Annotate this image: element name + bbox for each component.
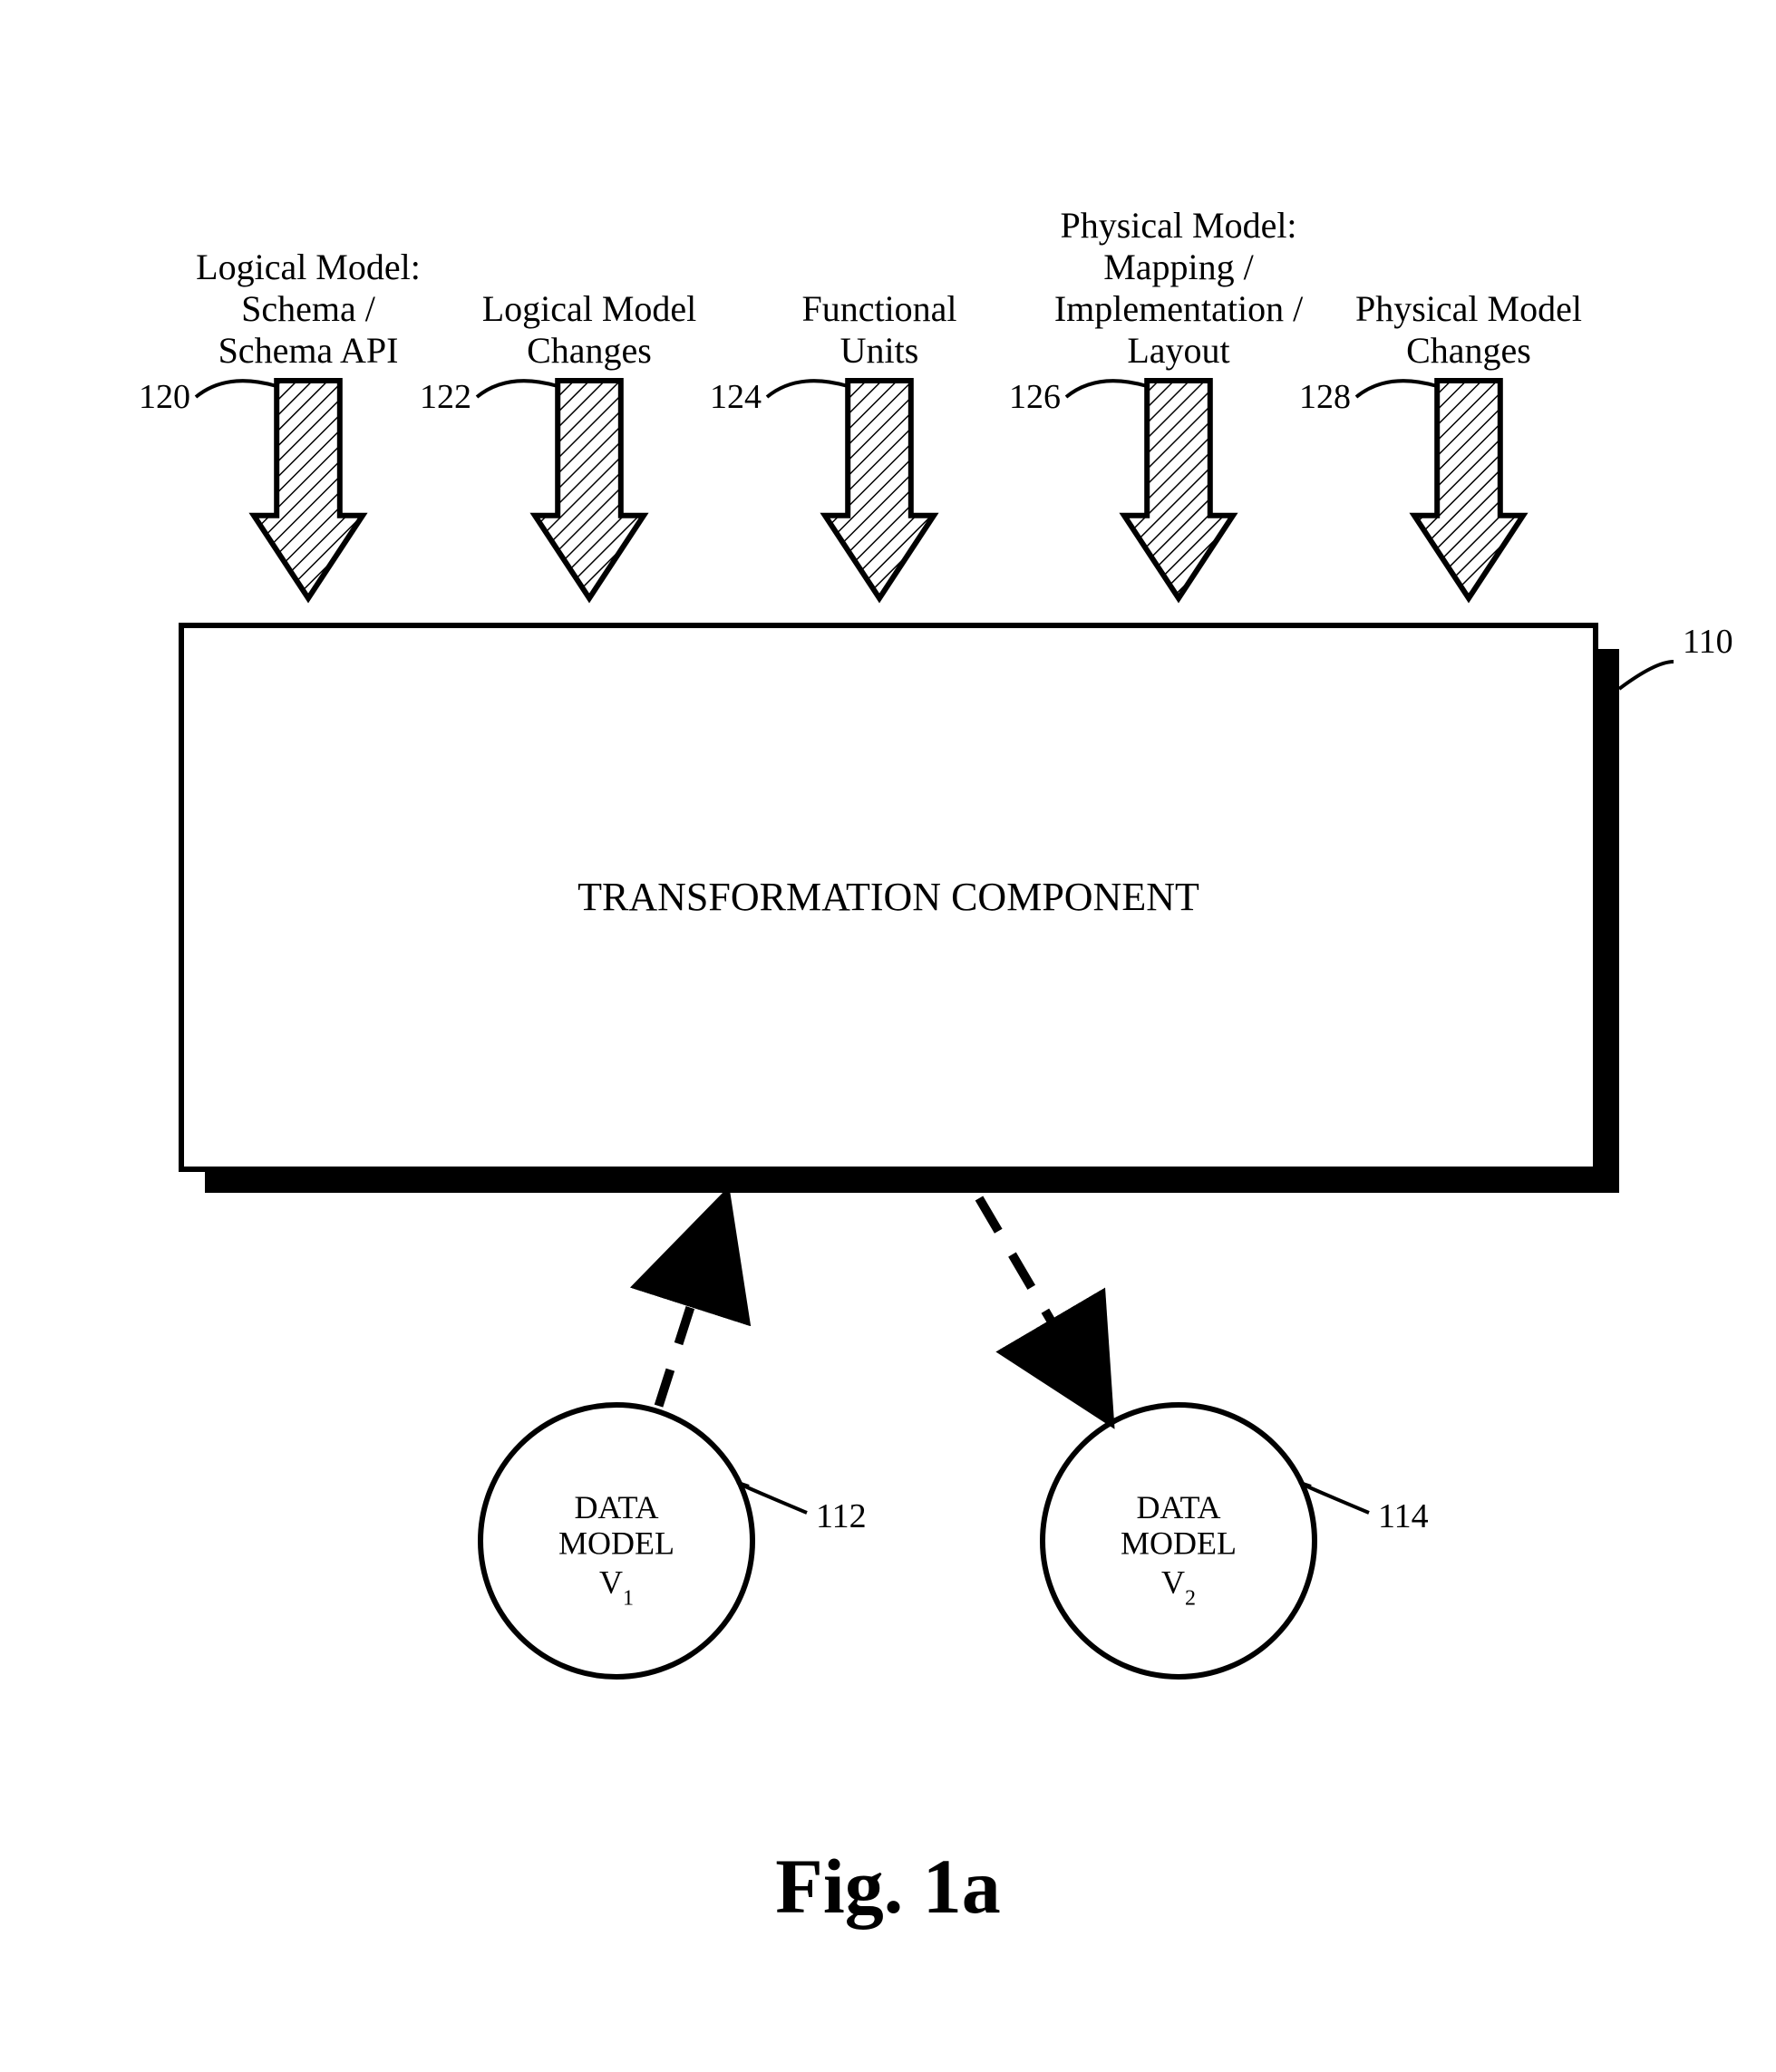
ref-120: 120	[139, 378, 190, 416]
data-model-v1-line2: MODEL	[558, 1525, 674, 1561]
input-arrow-124	[825, 381, 934, 598]
input-arrow-128	[1414, 381, 1523, 598]
input-arrow-122	[535, 381, 644, 598]
input-label-124-line0: Functional	[801, 288, 956, 329]
input-label-128-line1: Changes	[1406, 330, 1531, 371]
ref-122: 122	[420, 378, 471, 416]
input-label-126-line1: Mapping /	[1103, 247, 1254, 287]
data-model-v2-line2: MODEL	[1121, 1525, 1237, 1561]
input-label-120-line2: Schema API	[218, 330, 399, 371]
data-model-v2-line1: DATA	[1136, 1489, 1220, 1525]
data-model-v1-line1: DATA	[574, 1489, 658, 1525]
input-label-124-line1: Units	[840, 330, 919, 371]
input-label-120-line1: Schema /	[241, 288, 376, 329]
figure-caption: Fig. 1a	[775, 1843, 1000, 1930]
input-arrow-120	[254, 381, 363, 598]
ref-110: 110	[1683, 623, 1733, 661]
arrow-v1-to-box	[659, 1198, 725, 1406]
input-label-122-line1: Changes	[527, 330, 652, 371]
input-label-122-line0: Logical Model	[482, 288, 697, 329]
input-label-120-line0: Logical Model:	[196, 247, 421, 287]
ref-112: 112	[816, 1497, 867, 1535]
ref-124: 124	[710, 378, 762, 416]
arrow-box-to-v2	[979, 1198, 1108, 1418]
input-label-128-line0: Physical Model	[1355, 288, 1582, 329]
input-label-126-line2: Implementation /	[1054, 288, 1304, 329]
ref-128: 128	[1299, 378, 1351, 416]
ref-114: 114	[1378, 1497, 1429, 1535]
ref-126: 126	[1009, 378, 1061, 416]
transformation-component-label: TRANSFORMATION COMPONENT	[577, 875, 1199, 919]
input-arrow-126	[1124, 381, 1233, 598]
input-label-126-line3: Layout	[1127, 330, 1229, 371]
input-label-126-line0: Physical Model:	[1060, 205, 1296, 246]
